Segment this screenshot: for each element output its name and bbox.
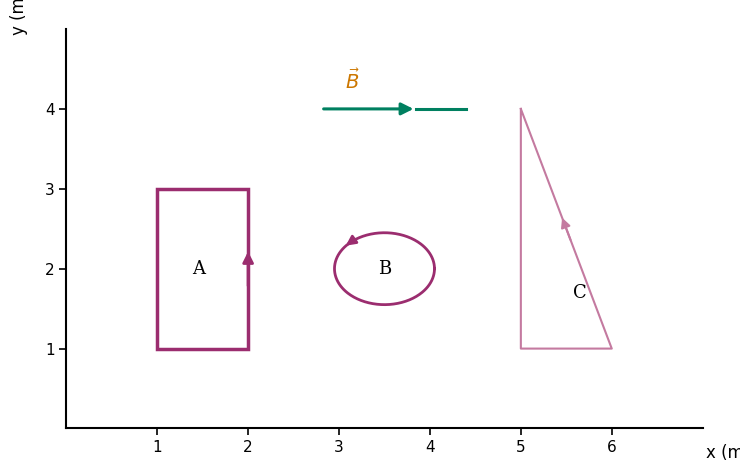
Bar — [157, 189, 248, 349]
Text: A: A — [192, 260, 205, 278]
Y-axis label: y (m): y (m) — [10, 0, 28, 35]
Text: B: B — [378, 260, 391, 278]
Text: $\vec{B}$: $\vec{B}$ — [345, 69, 360, 93]
Text: C: C — [573, 284, 587, 302]
X-axis label: x (m): x (m) — [706, 445, 740, 463]
